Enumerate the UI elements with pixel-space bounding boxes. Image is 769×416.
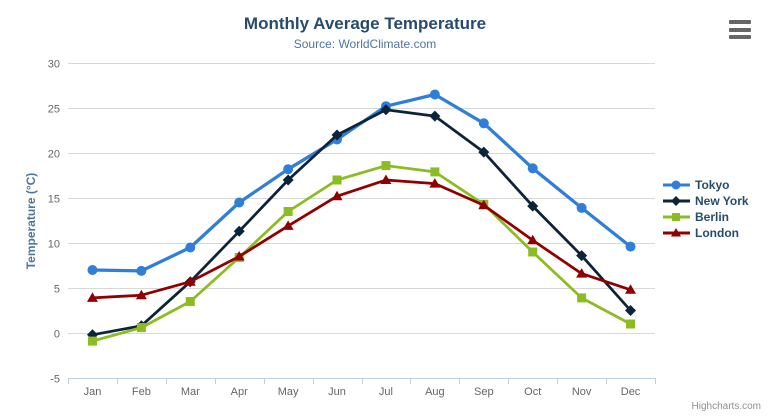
marker-new-york[interactable] (282, 174, 294, 186)
y-axis-label: 5 (54, 284, 60, 296)
marker-berlin[interactable] (430, 167, 440, 177)
chart-subtitle: Source: WorldClimate.com (293, 37, 437, 51)
legend-marker-diamond[interactable] (671, 196, 681, 206)
marker-berlin[interactable] (626, 319, 636, 329)
legend-marker-icon (663, 213, 690, 221)
legend-marker-triangle[interactable] (671, 228, 681, 237)
marker-london[interactable] (86, 292, 98, 302)
legend-item-tokyo[interactable]: Tokyo (663, 177, 749, 193)
legend-marker-icon (663, 228, 690, 237)
marker-london[interactable] (233, 251, 245, 261)
x-axis-label: Jan (84, 386, 102, 398)
legend-item-london[interactable]: London (663, 225, 749, 241)
marker-tokyo[interactable] (234, 197, 245, 208)
legend-marker-icon (663, 196, 690, 206)
y-axis-label: 15 (48, 194, 60, 206)
marker-new-york[interactable] (625, 305, 637, 316)
marker-berlin[interactable] (381, 161, 391, 171)
legend-marker-circle[interactable] (671, 180, 681, 190)
marker-berlin[interactable] (577, 293, 587, 303)
series-line-london[interactable] (91, 178, 632, 300)
legend: Tokyo New York Berlin London (663, 177, 749, 241)
marker-london[interactable] (478, 199, 490, 210)
marker-berlin[interactable] (87, 336, 97, 346)
marker-tokyo[interactable] (136, 265, 147, 276)
x-axis-label: Dec (621, 386, 641, 398)
marker-new-york[interactable] (576, 250, 588, 262)
marker-tokyo[interactable] (429, 89, 440, 100)
marker-london[interactable] (527, 234, 539, 245)
x-axis-label: Nov (572, 386, 592, 398)
marker-london[interactable] (625, 284, 637, 294)
x-axis-label: Jun (328, 386, 346, 398)
marker-new-york[interactable] (233, 225, 245, 237)
marker-london[interactable] (184, 276, 196, 286)
series-berlin (87, 161, 636, 346)
marker-tokyo[interactable] (87, 265, 98, 275)
marker-new-york[interactable] (380, 104, 392, 116)
marker-london[interactable] (282, 220, 294, 230)
marker-tokyo[interactable] (625, 241, 636, 252)
marker-tokyo[interactable] (185, 242, 196, 253)
marker-new-york[interactable] (478, 146, 490, 158)
x-axis-label: Sep (474, 386, 494, 398)
marker-tokyo[interactable] (576, 202, 587, 213)
marker-london[interactable] (331, 190, 343, 201)
legend-item-berlin[interactable]: Berlin (663, 209, 749, 225)
y-axis-title: Temperature (°C) (24, 172, 38, 270)
y-axis-label: 20 (48, 149, 60, 161)
x-axis-label: May (278, 386, 299, 398)
marker-london[interactable] (576, 268, 588, 278)
marker-berlin[interactable] (283, 207, 293, 216)
marker-london[interactable] (380, 174, 392, 185)
legend-label: New York (695, 194, 749, 208)
y-axis-label: -5 (50, 374, 60, 386)
marker-tokyo[interactable] (527, 163, 538, 174)
marker-new-york[interactable] (429, 110, 441, 122)
legend-marker-icon (663, 180, 690, 190)
highcharts-credit[interactable]: Highcharts.com (691, 401, 761, 412)
context-menu-button[interactable] (729, 20, 751, 39)
x-axis-label: Oct (524, 386, 541, 398)
marker-new-york[interactable] (527, 200, 539, 212)
legend-marker-square[interactable] (672, 213, 680, 221)
marker-berlin[interactable] (332, 175, 342, 185)
marker-tokyo[interactable] (283, 164, 294, 175)
marker-london[interactable] (429, 178, 441, 188)
legend-label: Tokyo (695, 178, 730, 192)
legend-label: London (695, 226, 739, 240)
legend-item-new-york[interactable]: New York (663, 193, 749, 209)
series-london (86, 174, 637, 302)
chart-title: Monthly Average Temperature (243, 14, 487, 33)
y-axis-label: 10 (48, 239, 60, 251)
marker-berlin[interactable] (528, 247, 538, 257)
marker-london[interactable] (135, 289, 147, 300)
series-line-berlin[interactable] (91, 164, 632, 343)
y-axis-label: 30 (48, 59, 60, 71)
series-new-york (86, 104, 637, 341)
x-axis-label: Feb (132, 386, 151, 398)
marker-new-york[interactable] (331, 129, 343, 141)
x-axis-label: Apr (231, 386, 248, 398)
x-axis-label: Aug (425, 386, 445, 398)
x-axis-label: Mar (181, 386, 200, 398)
marker-berlin[interactable] (136, 323, 146, 333)
marker-tokyo[interactable] (478, 118, 489, 129)
series-tokyo (87, 89, 636, 276)
series-line-new-york[interactable] (91, 108, 632, 337)
x-axis-label: Jul (379, 386, 393, 398)
marker-berlin[interactable] (185, 297, 195, 306)
y-axis-label: 25 (48, 104, 60, 116)
y-axis-label: 0 (54, 329, 60, 341)
legend-label: Berlin (695, 210, 730, 224)
